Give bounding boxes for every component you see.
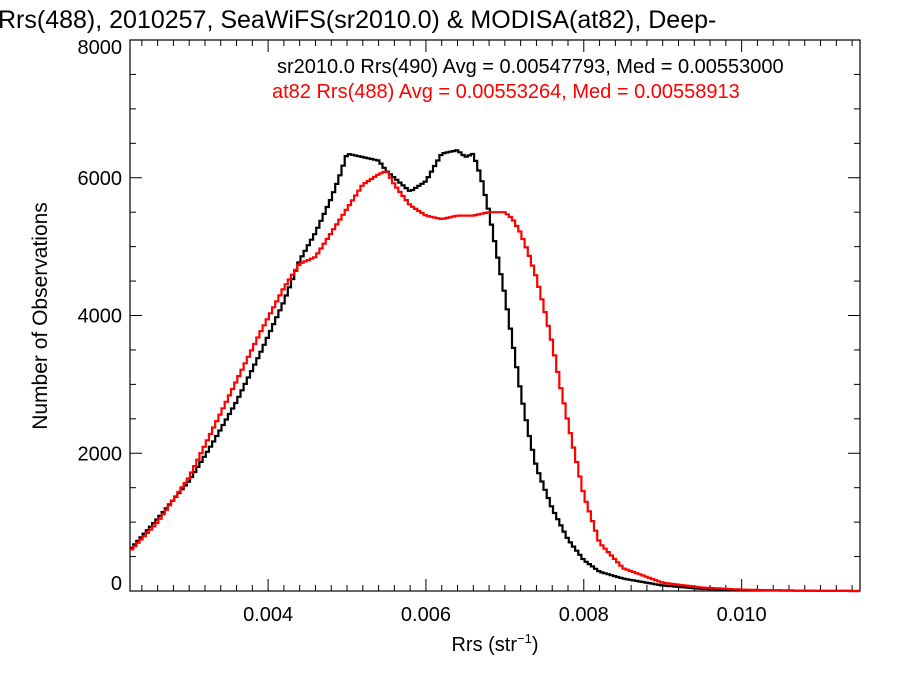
chart-title: Rrs(488), 2010257, SeaWiFS(sr2010.0) & M… — [0, 6, 716, 34]
x-tick-label: 0.006 — [401, 604, 451, 626]
y-tick-label: 8000 — [78, 37, 123, 59]
y-tick-label: 2000 — [78, 443, 123, 465]
x-axis-label-main: Rrs (str — [451, 634, 517, 656]
x-tick-label: 0.008 — [559, 604, 609, 626]
y-tick-label: 0 — [111, 573, 122, 595]
tick-labels: 0.004 0.006 0.008 0.010 0 2000 4000 6000 8000 — [78, 37, 767, 626]
x-tick-label: 0.004 — [243, 604, 293, 626]
axis-ticks — [130, 39, 860, 592]
annotation-red: at82 Rrs(488) Avg = 0.00553264, Med = 0.… — [272, 81, 740, 103]
y-tick-label: 6000 — [78, 168, 123, 190]
plot-area-frame — [129, 39, 861, 592]
series-at82-line — [130, 170, 860, 593]
y-axis-label: Number of Observations — [29, 202, 52, 430]
series-sr2010-line — [130, 149, 860, 593]
x-tick-label: 0.010 — [717, 604, 767, 626]
annotation-black: sr2010.0 Rrs(490) Avg = 0.00547793, Med … — [277, 56, 784, 78]
x-axis-label-end: ) — [532, 634, 539, 656]
series-layer — [130, 149, 860, 593]
x-axis-label: Rrs (str−1) — [451, 631, 538, 656]
y-tick-label: 4000 — [78, 306, 123, 328]
x-axis-label-superscript: −1 — [517, 631, 532, 646]
